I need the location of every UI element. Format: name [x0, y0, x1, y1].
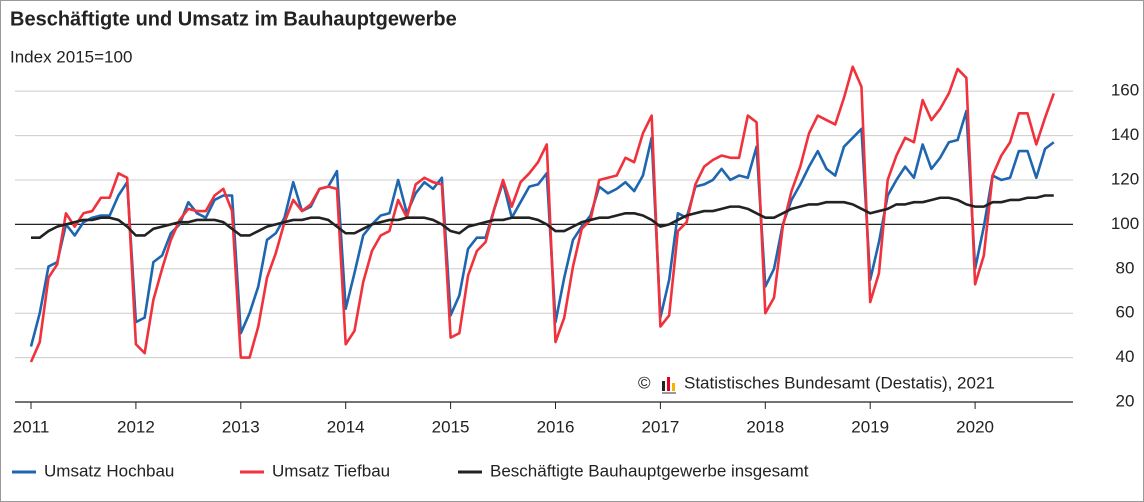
x-tick-label: 2015: [432, 417, 470, 436]
line-series: [31, 194, 1054, 239]
y-tick-label: 40: [1116, 347, 1135, 366]
y-tick-label: 140: [1111, 125, 1139, 144]
x-tick-label: 2011: [13, 417, 50, 436]
y-tick-label: 60: [1116, 303, 1135, 322]
source: © Statistisches Bundesamt (Destatis), 20…: [634, 370, 1062, 396]
chart-subtitle: Index 2015=100: [10, 47, 132, 66]
chart-title: Beschäftigte und Umsatz im Bauhauptgewer…: [10, 8, 457, 30]
legend-label: Umsatz Hochbau: [44, 461, 174, 480]
legend: Umsatz Hochbau Umsatz Tiefbau Beschäftigte…: [12, 461, 809, 480]
plot: [29, 65, 1056, 363]
y-tick-label: 100: [1111, 214, 1139, 233]
logo: [662, 381, 665, 391]
x-tick-label: 2014: [327, 417, 365, 436]
grid: 20 40 60 80 100 120 140 160 2011 2012 2013 2014 2015…: [13, 81, 1139, 437]
x-tick-label: 2013: [222, 417, 260, 436]
x-tick-label: 2016: [537, 417, 575, 436]
x-tick-label: 2018: [746, 417, 784, 436]
logo: [672, 383, 675, 391]
y-tick-label: 120: [1111, 169, 1139, 188]
x-tick-label: 2020: [956, 417, 994, 436]
x-tick-label: 2012: [117, 417, 155, 436]
source-background: [634, 370, 1062, 396]
legend-label: Umsatz Tiefbau: [272, 461, 390, 480]
x-tick-label: 2019: [851, 417, 889, 436]
logo: [662, 392, 676, 394]
y-tick-label: 160: [1111, 81, 1139, 100]
logo: [667, 377, 670, 391]
y-tick-label: 20: [1116, 391, 1135, 410]
y-tick-label: 80: [1116, 258, 1135, 277]
source-text: Statistisches Bundesamt (Destatis), 2021: [684, 373, 995, 392]
copyright-symbol: ©: [638, 373, 651, 392]
legend-label: Beschäftigte Bauhauptgewerbe insgesamt: [490, 461, 809, 480]
line-series: [29, 65, 1056, 363]
x-tick-label: 2017: [641, 417, 679, 436]
